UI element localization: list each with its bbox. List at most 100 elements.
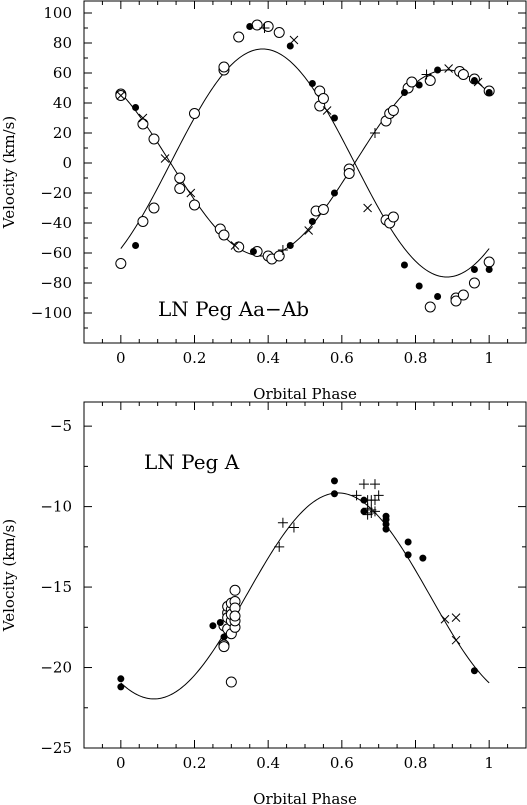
data-point-plus [274,541,285,552]
data-point-filled-circle [419,554,427,562]
x-tick-label: 1 [484,349,494,367]
data-point-cross [363,203,372,213]
data-point-cross [322,106,332,115]
data-point-open-circle [218,641,230,653]
orbit-fit-curve-1 [120,492,490,700]
data-point-cross [473,77,483,87]
data-point-open-circle [468,277,480,289]
data-point-open-circle [189,199,200,211]
y-tick-label: 40 [53,94,72,112]
x-tick-label: 0 [116,754,126,772]
x-tick-label: 0 [116,349,126,367]
data-point-open-circle [343,168,355,179]
data-point-filled-circle [485,89,493,96]
data-point-open-circle [317,93,329,104]
data-point-filled-circle [382,525,390,533]
data-point-filled-circle [330,189,338,197]
y-tick-label: −20 [40,184,72,202]
data-point-open-circle [317,204,329,215]
data-point-open-circle [406,76,418,88]
data-point-cross [186,188,196,198]
x-tick-label: 0.4 [256,754,280,772]
x-tick-label: 0.6 [330,754,354,772]
data-point-filled-circle [415,282,423,290]
x-tick-label: 1 [484,754,494,772]
data-point-cross [451,635,461,645]
y-tick-label: 20 [53,124,72,142]
data-point-plus [369,506,380,517]
data-point-open-circle [218,229,230,241]
data-point-cross [116,91,126,100]
y-tick-label: 80 [53,34,72,52]
y-tick-label: −60 [40,244,72,262]
data-point-filled-circle [117,683,125,691]
data-point-filled-circle [216,618,224,626]
data-point-open-circle [424,75,436,86]
data-point-plus [369,128,380,138]
panel-annotation: LN Peg A [144,450,240,474]
data-point-open-circle [189,108,200,119]
data-point-plus [288,522,299,533]
data-point-filled-circle [330,477,338,485]
data-point-filled-circle [220,633,228,641]
data-point-plus [358,479,369,490]
data-point-filled-circle [404,538,412,546]
orbit-fit-curve-2 [120,69,490,257]
data-point-filled-circle [286,242,294,249]
panel-1: 0 0.2 0.4 0.6 0.8 1 −100 −80 −60 −40 −20 0 20 40 60 80 1… [0,0,527,403]
data-point-filled-circle [470,266,478,273]
data-point-open-circle [273,250,285,262]
data-point-filled-circle [330,490,338,498]
data-point-open-circle [148,133,160,145]
data-point-filled-circle [209,622,217,630]
y-tick-label: 0 [62,154,72,172]
data-point-filled-circle [132,104,140,111]
data-point-filled-circle [117,675,125,683]
data-point-open-circle [424,301,436,313]
data-point-cross [444,64,454,73]
data-point-open-circle [483,256,495,268]
panel-2: 0 0.2 0.4 0.6 0.8 1 −25 −20 −15 −10 −5 Orbital Phas… [0,401,527,805]
data-point-open-circle [137,216,149,227]
y-tick-label: −40 [40,214,72,232]
orbit-fit-curve-1 [120,48,490,278]
x-tick-label: 0.6 [330,349,354,367]
data-point-plus [277,245,288,255]
data-point-open-circle [457,69,469,80]
data-point-cross [451,613,461,622]
data-point-plus [277,517,288,528]
y-tick-label: −25 [40,739,72,757]
data-point-open-circle [450,295,462,307]
data-point-cross [230,241,240,250]
data-point-open-circle [387,211,399,223]
y-tick-label: −15 [40,578,72,596]
x-tick-label: 0.2 [183,754,207,772]
data-point-filled-circle [400,89,408,96]
data-point-plus [259,23,270,33]
x-axis-label: Orbital Phase [253,385,357,403]
data-point-filled-circle [434,66,442,74]
data-point-filled-circle [434,293,442,300]
data-point-open-circle [174,172,186,184]
data-point-filled-circle [400,261,408,269]
data-point-filled-circle [249,248,257,255]
x-tick-label: 0.4 [256,349,280,367]
data-point-open-circle [229,610,241,622]
y-tick-label: −100 [31,304,72,322]
data-point-open-circle [457,289,469,301]
x-tick-label: 0.8 [404,349,428,367]
data-point-open-circle [137,118,149,130]
data-point-cross [440,614,450,624]
data-point-open-circle [225,676,237,688]
data-point-filled-circle [470,77,478,84]
data-point-filled-circle [360,507,368,515]
y-tick-label: −80 [40,274,72,292]
y-tick-label: −10 [40,498,72,516]
data-point-open-circle [218,61,230,73]
data-point-filled-circle [330,114,338,122]
data-point-filled-circle [470,667,478,675]
data-point-filled-circle [404,551,412,559]
data-point-filled-circle [485,266,493,273]
data-point-open-circle [115,258,127,269]
